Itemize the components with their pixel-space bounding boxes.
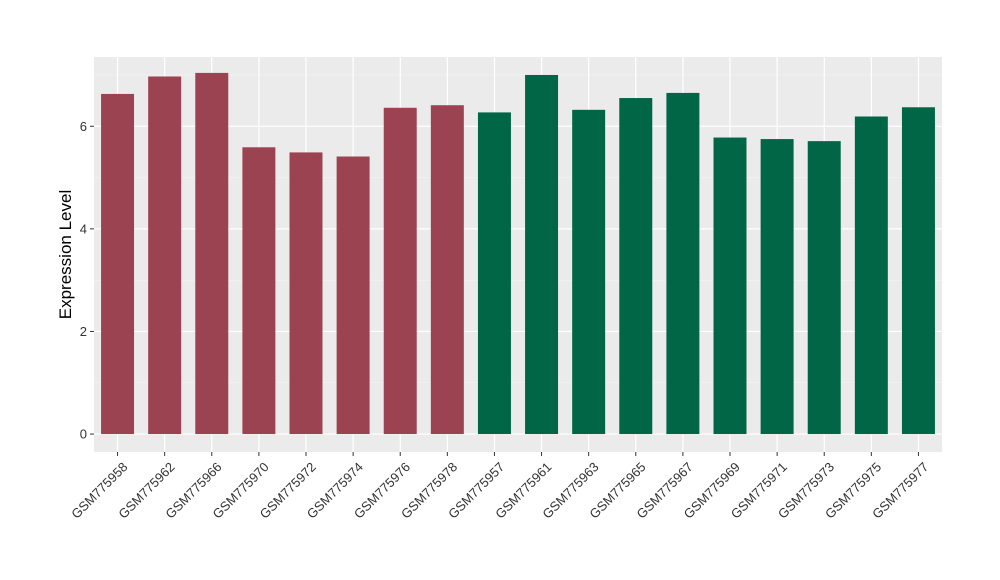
bar-GSM775971	[760, 139, 794, 435]
x-axis: GSM775958GSM775962GSM775966GSM775970GSM7…	[68, 452, 931, 522]
bar-GSM775977	[901, 107, 935, 435]
bar-GSM775958	[101, 93, 135, 435]
plot-panel	[94, 57, 942, 452]
bar-GSM775957	[477, 112, 511, 435]
y-tick-label: 6	[80, 119, 87, 134]
bar-GSM775975	[854, 116, 888, 435]
bar-GSM775961	[525, 74, 559, 435]
bar-GSM775974	[336, 156, 370, 435]
bars	[101, 72, 935, 435]
y-tick-label: 2	[80, 324, 87, 339]
bar-GSM775965	[619, 98, 653, 435]
bar-GSM775963	[572, 109, 606, 435]
y-axis-title: Expression Level	[56, 190, 75, 319]
y-axis: 0 2 4 6	[80, 119, 94, 442]
y-tick-label: 0	[80, 427, 87, 442]
bar-GSM775967	[666, 92, 700, 435]
bar-GSM775978	[430, 105, 464, 435]
bar-GSM775976	[383, 107, 417, 435]
bar-GSM775969	[713, 137, 747, 435]
bar-GSM775972	[289, 152, 323, 435]
y-tick-label: 4	[80, 221, 87, 236]
bar-GSM775966	[195, 72, 229, 435]
bar-GSM775973	[807, 141, 841, 435]
bar-GSM775970	[242, 147, 276, 435]
bar-GSM775962	[148, 76, 182, 435]
